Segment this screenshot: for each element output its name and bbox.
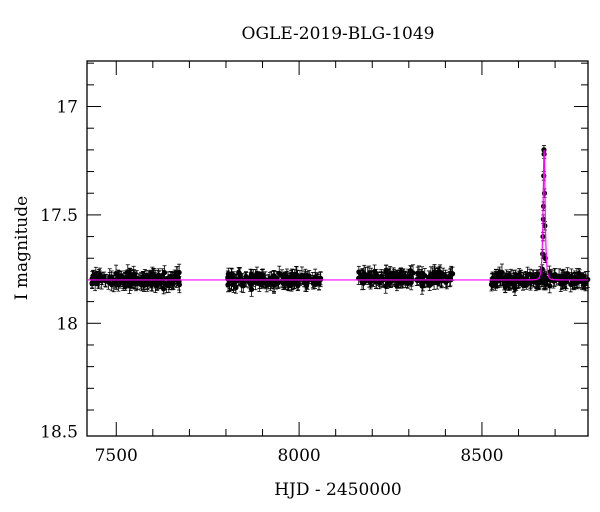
data-point	[530, 272, 536, 278]
data-point	[499, 269, 505, 275]
data-point	[89, 281, 95, 287]
data-point	[419, 283, 425, 289]
data-point	[562, 274, 568, 280]
data-point	[236, 271, 243, 277]
x-tick-label: 8000	[277, 446, 320, 466]
data-point	[121, 278, 128, 284]
data-point	[516, 271, 522, 278]
data-point	[434, 278, 440, 284]
data-point	[418, 274, 424, 280]
data-point	[91, 274, 97, 280]
data-point	[405, 280, 411, 287]
data-point	[286, 282, 292, 288]
data-point	[385, 276, 391, 282]
data-point	[155, 280, 161, 287]
data-point	[225, 271, 231, 277]
data-point	[448, 272, 454, 278]
data-point	[116, 273, 122, 279]
data-point	[437, 274, 443, 280]
data-point	[366, 272, 373, 279]
data-point	[419, 270, 425, 276]
data-point	[233, 285, 239, 291]
data-point	[238, 281, 245, 288]
data-point	[574, 274, 580, 280]
data-point	[568, 281, 574, 287]
x-tick-label: 8500	[460, 446, 503, 466]
data-point	[161, 286, 167, 292]
x-axis-label: HJD - 2450000	[274, 480, 402, 500]
data-point	[271, 273, 277, 279]
data-point	[172, 273, 178, 279]
plot-frame	[86, 60, 589, 437]
y-axis-label: I magnitude	[12, 196, 32, 300]
data-point	[543, 275, 549, 281]
data-point	[431, 269, 438, 275]
data-point	[384, 281, 390, 287]
data-point	[115, 282, 122, 288]
data-point	[560, 281, 566, 287]
chart-title: OGLE-2019-BLG-1049	[242, 24, 435, 44]
data-point	[176, 282, 183, 288]
data-point	[427, 282, 433, 288]
data-point	[252, 273, 258, 279]
plot-area	[87, 145, 591, 297]
data-point	[504, 279, 510, 285]
data-point	[260, 272, 266, 278]
data-point	[295, 283, 301, 289]
data-point	[109, 282, 115, 288]
model-curve	[87, 149, 588, 281]
data-point	[148, 282, 155, 288]
data-point	[373, 272, 380, 278]
data-point	[262, 279, 268, 285]
data-point	[383, 270, 389, 276]
data-point	[248, 286, 255, 292]
data-point	[267, 281, 274, 287]
data-point	[243, 273, 249, 280]
y-tick-label: 17	[56, 98, 78, 118]
data-point	[520, 282, 526, 288]
data-point	[247, 281, 253, 287]
data-point	[302, 272, 309, 278]
y-tick-labels: 17 17.5 18 18.5	[40, 98, 78, 443]
data-point	[398, 270, 404, 277]
y-tick-label: 17.5	[40, 206, 78, 226]
data-point	[289, 274, 295, 280]
data-point	[316, 281, 322, 287]
data-point	[540, 251, 546, 257]
data-point	[294, 272, 300, 278]
data-point	[274, 278, 280, 284]
data-point	[541, 279, 547, 285]
y-tick-label: 18.5	[40, 423, 78, 443]
x-tick-labels: 7500 8000 8500	[95, 446, 504, 466]
data-point	[564, 270, 571, 277]
data-point	[276, 270, 282, 276]
data-point	[394, 283, 400, 289]
data-point	[539, 274, 545, 280]
data-point	[407, 268, 414, 274]
data-point	[125, 269, 131, 275]
data-point	[170, 281, 177, 287]
data-point	[148, 273, 154, 279]
x-tick-label: 7500	[95, 446, 138, 466]
data-point	[527, 280, 534, 286]
y-tick-label: 18	[56, 314, 78, 334]
data-point	[131, 276, 137, 282]
data-point	[282, 278, 288, 284]
data-point	[140, 280, 147, 287]
data-point	[107, 274, 113, 280]
data-point	[390, 270, 397, 276]
axis-ticks	[87, 61, 588, 436]
data-point	[542, 223, 548, 229]
data-point	[225, 282, 231, 288]
data-point	[155, 272, 162, 278]
